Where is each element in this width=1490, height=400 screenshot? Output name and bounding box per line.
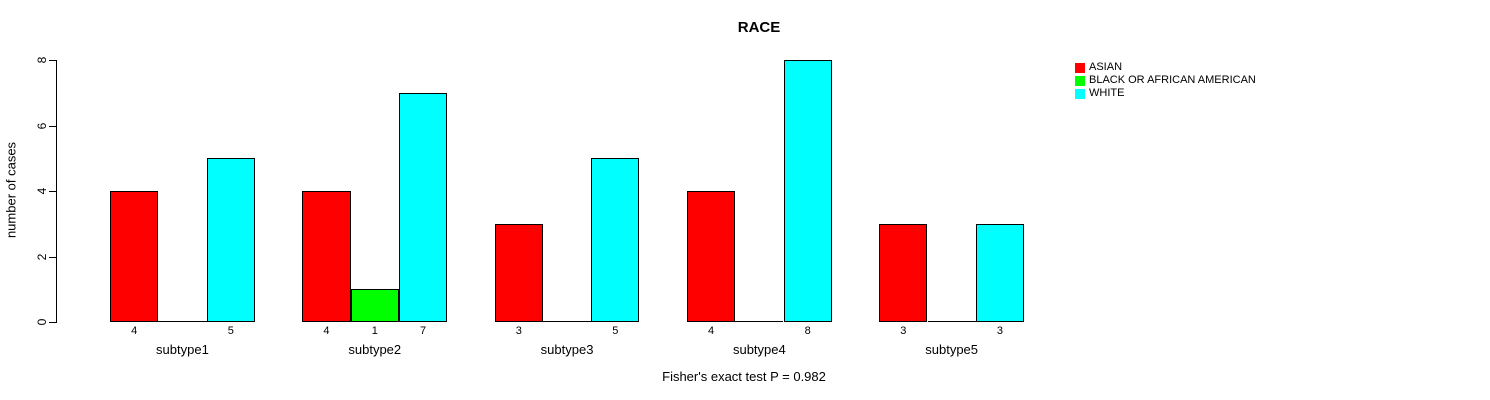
legend-item: ASIAN (1075, 62, 1122, 73)
legend-swatch-icon (1075, 88, 1085, 99)
x-category-label: subtype5 (925, 342, 979, 357)
bar-zero-line (542, 321, 592, 322)
bar-value-label: 5 (227, 325, 234, 337)
y-tick-label: 2 (35, 253, 49, 260)
bar-asian-subtype2 (302, 191, 351, 322)
bar-value-label: 4 (707, 325, 715, 337)
bar-value-label: 3 (515, 325, 522, 337)
bar-white-subtype5 (975, 223, 1025, 322)
x-category-label: subtype4 (732, 342, 786, 357)
bar-black-or-african-american-subtype2 (350, 289, 399, 322)
y-tick (49, 256, 56, 258)
bar-zero-line (735, 321, 784, 322)
legend-label: BLACK OR AFRICAN AMERICAN (1089, 74, 1256, 86)
bar-zero-line (927, 321, 976, 322)
annotation-text: Fisher's exact test P = 0.982 (662, 369, 826, 384)
legend-swatch-icon (1075, 75, 1085, 86)
bar-white-subtype2 (398, 92, 448, 322)
bar-value-label: 8 (804, 325, 811, 337)
y-axis-line (56, 60, 57, 323)
y-axis-label: number of cases (3, 141, 19, 239)
legend-item: WHITE (1075, 88, 1124, 99)
legend-swatch-icon (1075, 62, 1085, 73)
y-tick (49, 60, 56, 61)
y-tick-label: 0 (35, 318, 49, 326)
bar-value-label: 5 (612, 325, 619, 337)
y-tick-label: 8 (35, 56, 49, 64)
bar-zero-line (158, 321, 207, 322)
bar-asian-subtype3 (494, 223, 543, 322)
bar-white-subtype4 (783, 60, 832, 322)
bar-white-subtype1 (206, 158, 255, 322)
bar-value-label: 3 (996, 325, 1003, 337)
legend-label: WHITE (1089, 87, 1125, 99)
chart-title: RACE (737, 19, 781, 36)
y-tick (49, 322, 56, 323)
x-category-label: subtype2 (348, 342, 402, 357)
legend-label: ASIAN (1089, 61, 1123, 73)
y-tick (49, 191, 56, 192)
y-tick (49, 125, 56, 127)
bar-value-label: 4 (131, 325, 138, 337)
bar-value-label: 3 (900, 325, 907, 337)
bar-asian-subtype5 (879, 223, 928, 322)
bar-value-label: 4 (323, 325, 330, 337)
y-tick-label: 4 (35, 187, 49, 195)
x-category-label: subtype3 (540, 342, 594, 357)
bar-asian-subtype1 (110, 191, 159, 322)
bar-white-subtype3 (591, 158, 640, 322)
legend-item: BLACK OR AFRICAN AMERICAN (1075, 75, 1256, 86)
bar-asian-subtype4 (686, 191, 736, 322)
bar-value-label: 1 (371, 325, 378, 337)
x-category-label: subtype1 (156, 342, 209, 357)
y-tick-label: 6 (35, 122, 49, 129)
bar-value-label: 7 (419, 325, 427, 337)
